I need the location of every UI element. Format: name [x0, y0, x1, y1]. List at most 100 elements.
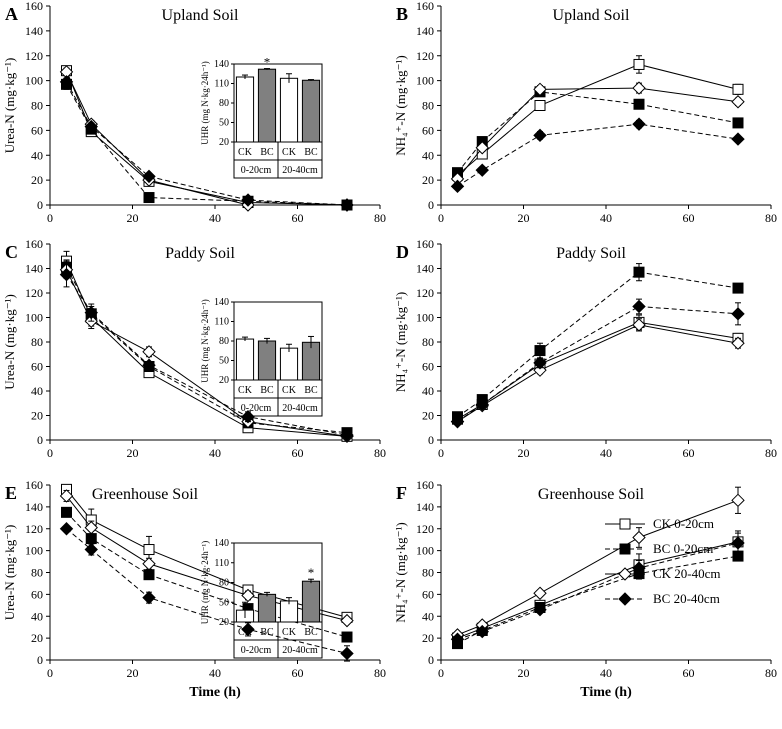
- y-axis-label: Urea-N (mg·kg⁻¹): [2, 294, 17, 390]
- inset-y-tick-label: 140: [214, 297, 229, 308]
- inset-bar: [235, 338, 255, 381]
- data-point: [632, 318, 646, 332]
- x-tick-label: 60: [292, 211, 304, 225]
- data-point: [475, 141, 489, 155]
- inset-bar-label: BC: [260, 147, 274, 158]
- y-tick-label: 160: [25, 0, 43, 13]
- data-point: [632, 117, 646, 131]
- data-point: [142, 345, 156, 359]
- y-tick-label: 20: [31, 409, 43, 423]
- panel-title: Upland Soil: [162, 7, 239, 24]
- data-point: [533, 586, 547, 600]
- y-tick-label: 80: [422, 99, 434, 113]
- data-point: [732, 83, 744, 95]
- panel-c: 0 20 40 60 80 100 120 140 160 0 20 40 60 80 C Paddy Soi…: [2, 237, 386, 460]
- data-point: [533, 128, 547, 143]
- panel-letter: B: [396, 4, 408, 24]
- panel-letter: C: [5, 242, 18, 262]
- data-point: [731, 536, 745, 550]
- series-line: [457, 123, 739, 187]
- y-tick-label: 160: [416, 478, 434, 492]
- inset-bar-label: CK: [282, 385, 297, 396]
- x-tick-label: 40: [209, 446, 221, 460]
- series-bc-20-40cm: [59, 75, 354, 212]
- data-point: [84, 119, 98, 134]
- legend-entry: CK 20-40cm: [605, 566, 721, 581]
- panel-d: 0 20 40 60 80 100 120 140 160 0 20 40 60 80 D Paddy Soi…: [393, 237, 777, 460]
- inset-y-tick-label: 50: [219, 118, 229, 129]
- x-tick-label: 20: [127, 446, 139, 460]
- y-tick-label: 80: [422, 566, 434, 580]
- legend-marker: [619, 518, 631, 530]
- y-tick-label: 20: [422, 173, 434, 187]
- x-tick-label: 40: [600, 446, 612, 460]
- series-ck-0-20cm: [452, 55, 744, 181]
- x-tick-label: 60: [683, 666, 695, 680]
- inset-group-label: 20-40cm: [282, 645, 318, 656]
- y-axis-label: NH₄⁺-N (mg·kg⁻¹): [393, 292, 408, 393]
- legend-marker: [619, 543, 631, 555]
- data-point: [142, 169, 156, 184]
- x-tick-label: 20: [127, 666, 139, 680]
- inset-y-tick-label: 80: [219, 578, 229, 589]
- data-point: [534, 345, 546, 357]
- inset-bar: [279, 77, 299, 143]
- data-point: [340, 646, 354, 661]
- x-tick-label: 60: [683, 211, 695, 225]
- data-point: [340, 613, 354, 628]
- x-tick-label: 40: [209, 666, 221, 680]
- series-line: [457, 321, 739, 420]
- series-bc-0-20cm: [452, 86, 744, 179]
- y-tick-label: 100: [25, 74, 43, 88]
- x-tick-label: 60: [292, 446, 304, 460]
- inset-group-label: 20-40cm: [282, 165, 318, 176]
- data-point: [61, 506, 72, 518]
- x-tick-label: 40: [209, 211, 221, 225]
- inset-y-axis-label: UHR (mg N·kg·24h⁻¹): [200, 541, 210, 624]
- y-tick-label: 0: [428, 198, 434, 212]
- panel-a: 0 20 40 60 80 100 120 140 160 0 20 40 60 80 A Upland So…: [2, 0, 386, 225]
- data-point: [475, 397, 489, 412]
- y-tick-label: 0: [37, 433, 43, 447]
- inset-y-tick-label: 80: [219, 336, 229, 347]
- series-bc-0-20cm: [452, 263, 744, 423]
- inset-group-label: 0-20cm: [241, 403, 272, 414]
- data-point: [731, 336, 745, 350]
- y-tick-label: 100: [416, 74, 434, 88]
- data-point: [633, 58, 645, 70]
- series-bc-20-40cm: [450, 117, 745, 194]
- y-tick-label: 100: [25, 544, 43, 558]
- y-tick-label: 40: [31, 148, 43, 162]
- series-bc-20-40cm: [59, 261, 354, 442]
- data-point: [731, 95, 745, 109]
- y-tick-label: 160: [25, 237, 43, 251]
- panel-letter: F: [396, 483, 407, 503]
- x-tick-label: 0: [47, 666, 53, 680]
- x-tick-label: 40: [600, 211, 612, 225]
- legend-label: CK 20-40cm: [653, 566, 721, 581]
- x-tick-label: 20: [518, 666, 530, 680]
- inset-group-label: 20-40cm: [282, 403, 318, 414]
- data-point: [241, 410, 255, 424]
- inset-bar-label: BC: [304, 385, 318, 396]
- data-point: [84, 542, 98, 557]
- panel-letter: D: [396, 242, 409, 262]
- y-tick-label: 0: [37, 653, 43, 667]
- y-tick-label: 0: [428, 653, 434, 667]
- data-point: [59, 267, 74, 282]
- inset-bar: [257, 68, 277, 143]
- panel-letter: A: [5, 4, 18, 24]
- series-ck-0-20cm: [452, 314, 744, 425]
- x-tick-label: 0: [438, 446, 444, 460]
- series-bc-20-40cm: [450, 298, 745, 429]
- y-tick-label: 0: [37, 198, 43, 212]
- series-ck-20-40cm: [59, 489, 354, 628]
- y-tick-label: 100: [416, 311, 434, 325]
- series-line: [457, 541, 739, 639]
- inset-group-label: 0-20cm: [241, 645, 272, 656]
- inset-bar-label: BC: [260, 627, 274, 638]
- data-point: [341, 631, 353, 643]
- inset-y-tick-label: 20: [219, 137, 229, 148]
- inset-y-tick-label: 20: [219, 617, 229, 628]
- y-tick-label: 40: [422, 384, 434, 398]
